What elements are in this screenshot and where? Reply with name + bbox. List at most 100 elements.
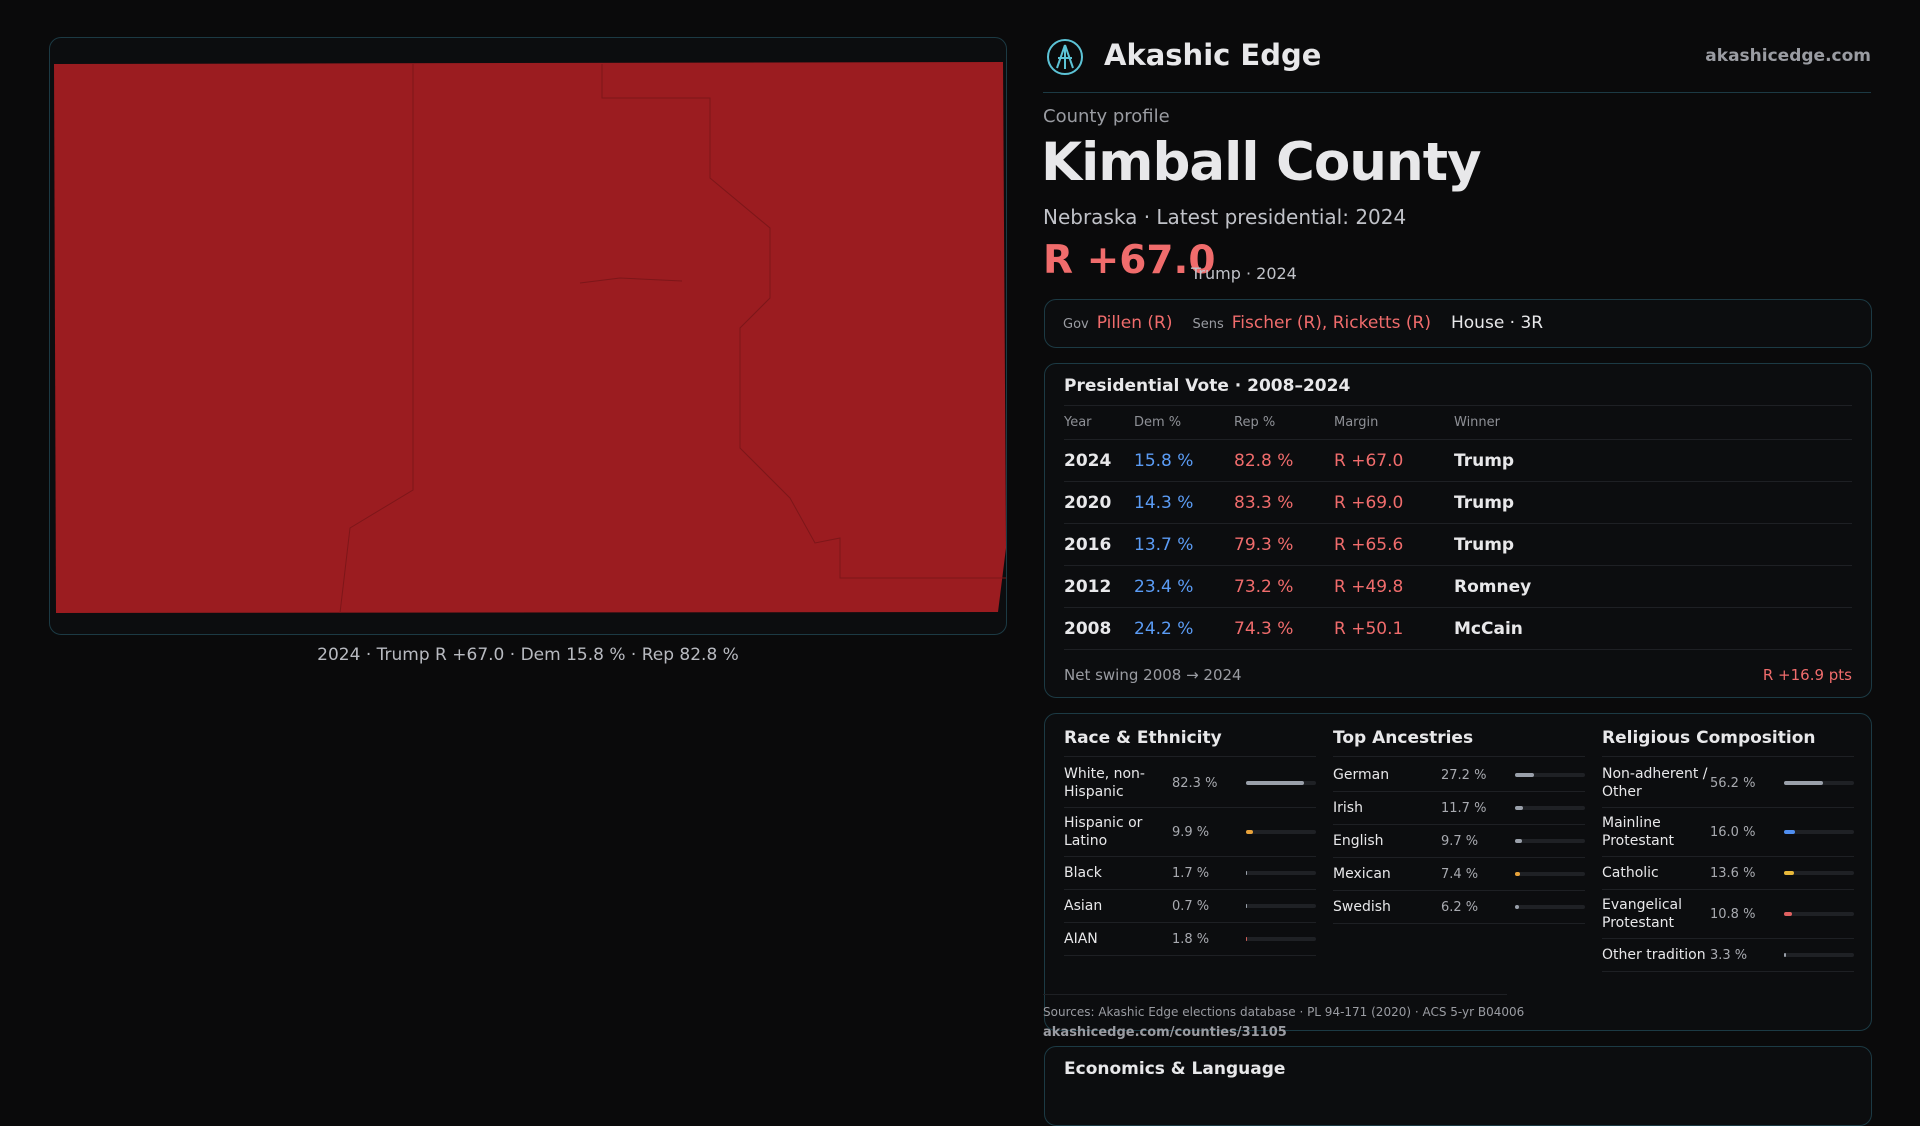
site-link[interactable]: akashicedge.com <box>1705 46 1871 66</box>
demographic-row: Other tradition 3.3 % <box>1602 939 1854 972</box>
bar-track <box>1784 830 1854 834</box>
row-value: 10.8 % <box>1710 906 1756 922</box>
county-border <box>601 64 1006 579</box>
bar <box>1246 781 1304 785</box>
gov-label: Gov <box>1063 317 1089 332</box>
officials-row: Gov Pillen (R) Sens Fischer (R), Rickett… <box>1063 313 1543 333</box>
row-name: Swedish <box>1333 899 1391 915</box>
subtitle: Nebraska · Latest presidential: 2024 <box>1043 205 1407 229</box>
demographic-row: Asian 0.7 % <box>1064 890 1316 923</box>
economics-title: Economics & Language <box>1064 1059 1286 1079</box>
officials: Gov Pillen (R) Sens Fischer (R), Rickett… <box>1044 299 1872 348</box>
bar <box>1246 871 1248 875</box>
margin-note: Trump · 2024 <box>1191 264 1297 283</box>
bar <box>1246 904 1247 908</box>
demographic-row: Evangelical Protestant 10.8 % <box>1602 890 1854 939</box>
demographic-row: Hispanic or Latino 9.9 % <box>1064 808 1316 857</box>
bar-track <box>1246 871 1316 875</box>
row-name: Mainline Protestant <box>1602 815 1675 849</box>
vote-cell: R +67.0 <box>1334 450 1404 471</box>
row-value: 11.7 % <box>1441 800 1487 816</box>
body: 2024 · Trump R +67.0 · Dem 15.8 % · Rep … <box>49 37 1872 1126</box>
economics-panel: Economics & Language <box>1044 1046 1872 1126</box>
swing-value: R +16.9 pts <box>1762 666 1852 684</box>
bar <box>1784 830 1796 834</box>
row-name: Other tradition <box>1602 947 1706 963</box>
column-header: Margin <box>1334 415 1379 430</box>
profile-url[interactable]: akashicedge.com/counties/31105 <box>1043 1025 1287 1040</box>
row-value: 0.7 % <box>1172 898 1210 914</box>
bar <box>1515 905 1520 909</box>
vote-cell: McCain <box>1454 618 1523 639</box>
bar <box>1515 773 1535 777</box>
demographic-row: German 27.2 % <box>1333 759 1585 792</box>
vote-cell: R +50.1 <box>1334 618 1404 639</box>
row-value: 27.2 % <box>1441 767 1487 783</box>
vote-cell: 73.2 % <box>1234 576 1294 597</box>
bar <box>1515 839 1522 843</box>
logo-glyph <box>1056 44 1074 69</box>
sources-divider <box>1043 994 1507 995</box>
vote-cell: 2012 <box>1064 576 1112 597</box>
vote-cell: 82.8 % <box>1234 450 1294 471</box>
bar-track <box>1784 912 1854 916</box>
row-name: AIAN <box>1064 931 1098 947</box>
house: House · 3R <box>1451 313 1544 333</box>
group-title: Race & Ethnicity <box>1064 728 1316 757</box>
logo <box>1047 39 1083 75</box>
vote-cell: 24.2 % <box>1134 618 1194 639</box>
sources: Sources: Akashic Edge elections database… <box>1043 1005 1525 1019</box>
demographic-row: Swedish 6.2 % <box>1333 891 1585 924</box>
vote-cell: 13.7 % <box>1134 534 1194 555</box>
vote-row: 2008 24.2 % 74.3 % R +50.1 McCain <box>1064 608 1852 650</box>
vote-cell: 2020 <box>1064 492 1112 513</box>
bar <box>1784 953 1787 957</box>
column-header: Rep % <box>1234 415 1276 430</box>
vote-header: Year Dem % Rep % Margin Winner <box>1064 406 1852 440</box>
vote-row: 2020 14.3 % 83.3 % R +69.0 Trump <box>1064 482 1852 524</box>
bar-track <box>1784 781 1854 785</box>
demographic-row: Black 1.7 % <box>1064 857 1316 890</box>
group-title: Top Ancestries <box>1333 728 1585 757</box>
demographic-row: AIAN 1.8 % <box>1064 923 1316 956</box>
demographics-panel: Race & Ethnicity White, non-Hispanic 82.3 … <box>1044 713 1872 1031</box>
vote-cell: 2024 <box>1064 450 1112 471</box>
row-value: 6.2 % <box>1441 899 1479 915</box>
demographic-row: English 9.7 % <box>1333 825 1585 858</box>
row-name: Evangelical Protestant <box>1602 897 1683 931</box>
row-name: Hispanic or Latino <box>1064 815 1143 849</box>
county-title: Kimball County <box>1041 132 1482 193</box>
bar <box>1784 871 1794 875</box>
bar <box>1784 781 1824 785</box>
bar-track <box>1515 773 1585 777</box>
row-name: Mexican <box>1333 866 1391 882</box>
vote-cell: Romney <box>1454 576 1532 597</box>
row-value: 9.9 % <box>1172 824 1210 840</box>
vote-table: Year Dem % Rep % Margin Winner 2024 15.8 % 82.8… <box>1064 405 1852 650</box>
column-header: Dem % <box>1134 415 1182 430</box>
demographic-row: White, non-Hispanic 82.3 % <box>1064 759 1316 808</box>
row-value: 1.8 % <box>1172 931 1210 947</box>
column-header: Winner <box>1454 415 1501 430</box>
bar-track <box>1515 839 1585 843</box>
row-name: German <box>1333 767 1390 783</box>
row-name: Non-adherent / Other <box>1602 766 1708 800</box>
county-shape <box>54 62 1006 613</box>
county-border <box>339 64 414 614</box>
demographics: Race & Ethnicity White, non-Hispanic 82.3 … <box>1064 728 1854 1030</box>
row-name: English <box>1333 833 1384 849</box>
vote-cell: 74.3 % <box>1234 618 1294 639</box>
column-header: Year <box>1064 415 1092 430</box>
demographic-column: Top Ancestries German 27.2 % Irish 11.7 % Eng… <box>1333 728 1585 924</box>
bar-track <box>1246 937 1316 941</box>
bar-track <box>1515 872 1585 876</box>
row-value: 3.3 % <box>1710 947 1748 963</box>
row-value: 16.0 % <box>1710 824 1756 840</box>
vote-cell: R +69.0 <box>1334 492 1404 513</box>
bar <box>1515 872 1521 876</box>
bar <box>1246 830 1253 834</box>
row-name: White, non-Hispanic <box>1064 766 1145 800</box>
demographic-row: Mainline Protestant 16.0 % <box>1602 808 1854 857</box>
vote-cell: 79.3 % <box>1234 534 1294 555</box>
row-value: 13.6 % <box>1710 865 1756 881</box>
